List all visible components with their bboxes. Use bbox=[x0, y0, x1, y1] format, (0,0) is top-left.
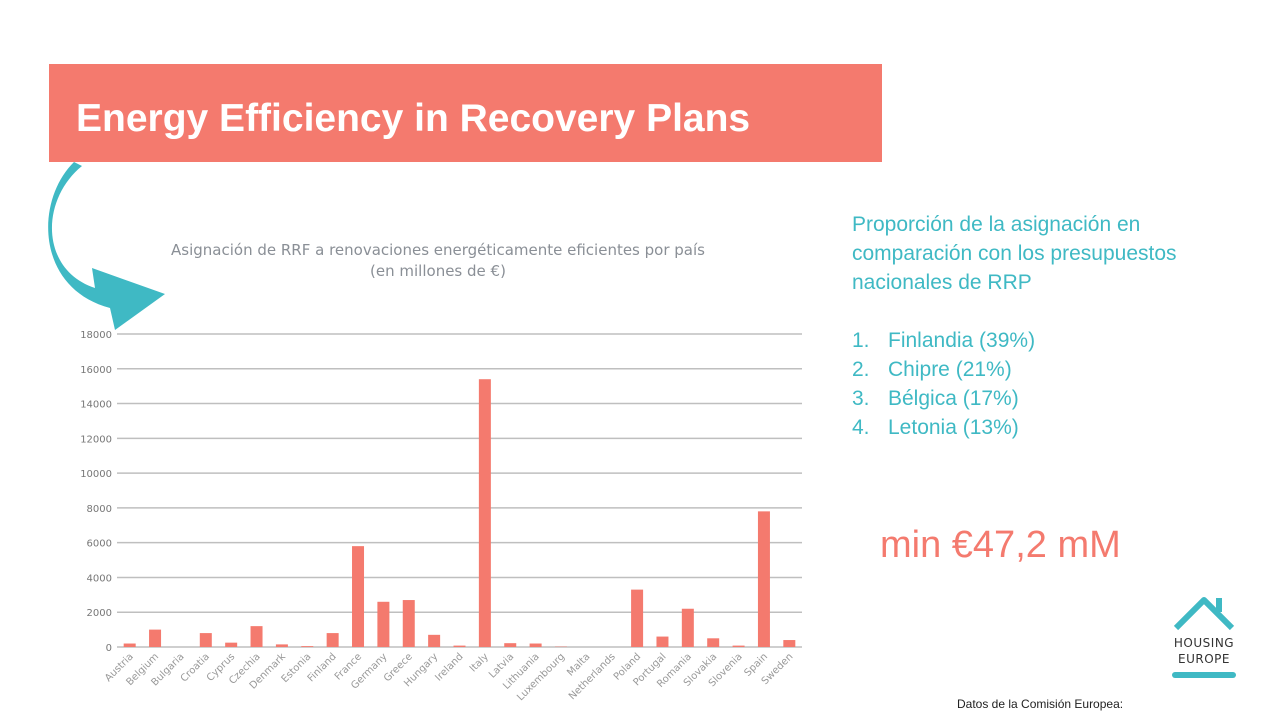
y-tick-label: 10000 bbox=[80, 469, 112, 480]
housing-europe-logo: HOUSING EUROPE bbox=[1166, 592, 1242, 684]
bar-france bbox=[352, 546, 365, 647]
y-tick-label: 12000 bbox=[80, 434, 112, 445]
y-tick-label: 16000 bbox=[80, 365, 112, 376]
list-item: 2. Chipre (21%) bbox=[852, 355, 1252, 384]
list-text: Chipre (21%) bbox=[888, 358, 1012, 381]
bar-spain bbox=[757, 511, 770, 647]
list-number: 2. bbox=[852, 358, 870, 381]
house-roof-icon bbox=[1173, 597, 1235, 631]
y-tick-label: 18000 bbox=[80, 330, 112, 341]
total-amount: min €47,2 mM bbox=[880, 524, 1121, 566]
list-text: Finlandia (39%) bbox=[888, 329, 1036, 352]
bar-sweden bbox=[783, 640, 796, 647]
list-text: Bélgica (17%) bbox=[888, 387, 1019, 410]
list-item: 1. Finlandia (39%) bbox=[852, 326, 1252, 355]
y-tick-label: 4000 bbox=[87, 573, 112, 584]
bar-italy bbox=[478, 379, 491, 647]
x-tick-label: Ireland bbox=[433, 651, 465, 683]
bar-slovakia bbox=[707, 638, 720, 647]
bar-croatia bbox=[199, 633, 212, 647]
bar-estonia bbox=[301, 646, 314, 647]
list-item: 3. Bélgica (17%) bbox=[852, 384, 1252, 413]
bar-poland bbox=[631, 589, 644, 647]
y-tick-label: 2000 bbox=[87, 608, 112, 619]
bar-greece bbox=[402, 600, 415, 647]
chart-title: Asignación de RRF a renovaciones energét… bbox=[171, 241, 705, 259]
side-panel: Proporción de la asignación en comparaci… bbox=[852, 210, 1252, 442]
source-note: Datos de la Comisión Europea: bbox=[957, 697, 1124, 711]
bar-ireland bbox=[453, 645, 466, 647]
slide-title: Energy Efficiency in Recovery Plans bbox=[76, 97, 751, 140]
bar-hungary bbox=[428, 634, 441, 647]
y-tick-label: 6000 bbox=[87, 539, 112, 550]
curved-arrow-icon bbox=[48, 162, 165, 330]
logo-underline bbox=[1172, 672, 1236, 678]
bar-czechia bbox=[250, 626, 263, 647]
bar-slovenia bbox=[732, 645, 745, 647]
y-tick-label: 8000 bbox=[87, 504, 112, 515]
title-banner: Energy Efficiency in Recovery Plans bbox=[49, 64, 882, 162]
x-tick-label: Finland bbox=[306, 651, 339, 684]
bar-denmark bbox=[275, 644, 288, 647]
y-tick-label: 14000 bbox=[80, 400, 112, 411]
list-text: Letonia (13%) bbox=[888, 416, 1019, 439]
list-item: 4. Letonia (13%) bbox=[852, 413, 1252, 442]
bar-cyprus bbox=[225, 642, 238, 647]
list-number: 1. bbox=[852, 329, 870, 352]
bar-portugal bbox=[656, 636, 669, 647]
bar-belgium bbox=[149, 629, 162, 647]
ranking-list: 1. Finlandia (39%) 2. Chipre (21%) 3. Bélgi… bbox=[852, 326, 1252, 442]
bar-finland bbox=[326, 633, 339, 647]
bar-austria bbox=[123, 643, 136, 647]
logo-text-line1: HOUSING bbox=[1173, 636, 1235, 650]
side-heading: Proporción de la asignación en comparaci… bbox=[852, 213, 1177, 294]
bar-germany bbox=[377, 601, 390, 647]
list-number: 3. bbox=[852, 387, 870, 410]
bar-latvia bbox=[504, 643, 517, 647]
y-tick-label: 0 bbox=[106, 643, 112, 654]
list-number: 4. bbox=[852, 416, 870, 439]
chart-subtitle: (en millones de €) bbox=[370, 262, 506, 280]
bar-chart: Asignación de RRF a renovaciones energét… bbox=[80, 241, 802, 703]
bar-lithuania bbox=[529, 643, 542, 647]
bar-romania bbox=[681, 608, 694, 647]
logo-text-line2: EUROPE bbox=[1178, 652, 1230, 666]
